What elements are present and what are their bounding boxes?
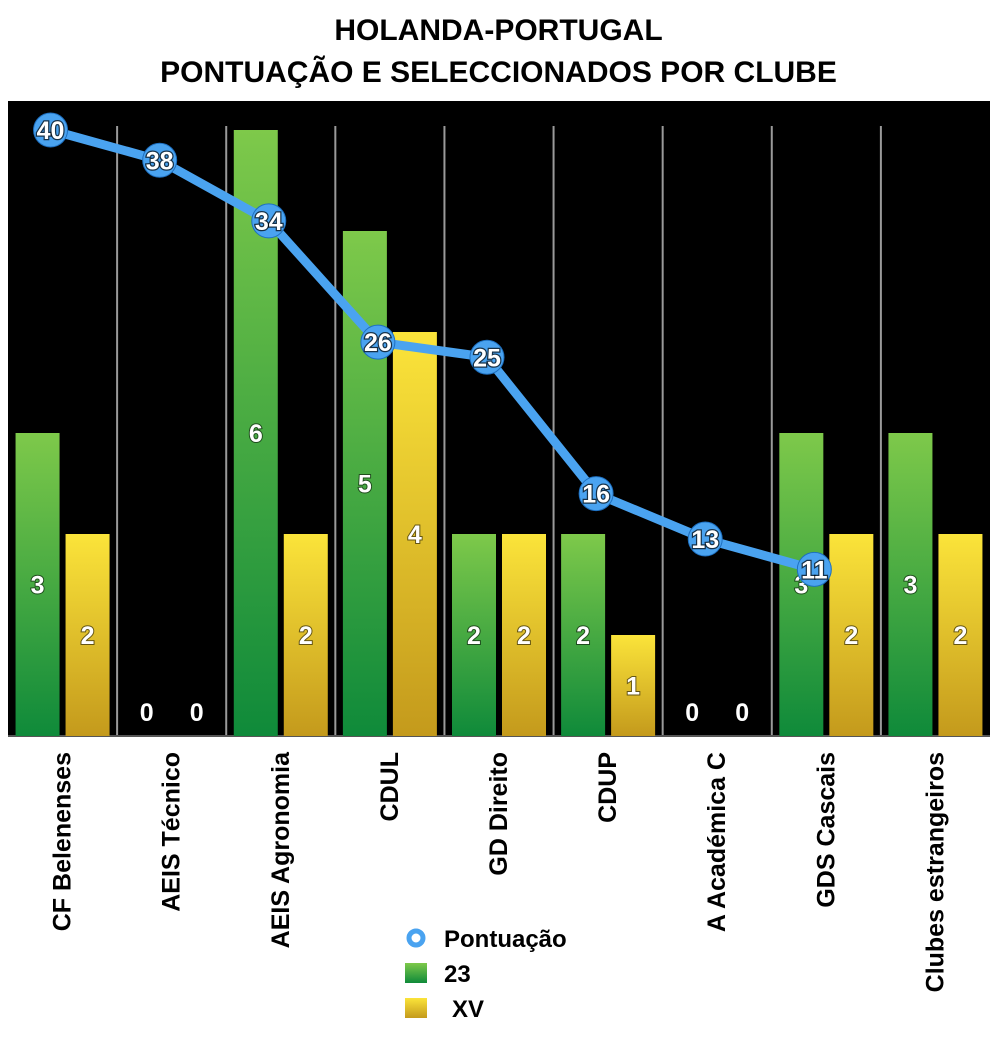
bar-23 (561, 534, 606, 736)
bar-value-label: 6 (249, 420, 263, 448)
bar-xv (283, 534, 328, 736)
legend-label: 23 (444, 961, 471, 988)
bar-xv (829, 534, 874, 736)
pontuacao-value-label: 11 (801, 556, 828, 584)
bar-value-label: 3 (903, 572, 917, 600)
pontuacao-point (33, 112, 69, 148)
bar-value-label: 5 (358, 471, 372, 499)
pontuacao-point (142, 142, 178, 178)
bar-xv (502, 534, 546, 736)
bar-value-label: 2 (467, 622, 481, 650)
pontuacao-value-label: 16 (582, 481, 610, 509)
bar-value-label: 4 (408, 521, 422, 549)
pontuacao-line (46, 125, 819, 574)
plot-background (8, 101, 990, 736)
pontuacao-value-label: 40 (37, 117, 65, 145)
bar-value-label: 3 (31, 572, 45, 600)
pontuacao-point (360, 324, 396, 360)
bar-xv (938, 534, 983, 736)
pontuacao-point (251, 203, 287, 239)
bar-value-label: 2 (517, 622, 531, 650)
legend-swatch-23 (405, 963, 427, 983)
bar-xv (392, 332, 437, 736)
bar-value-label: 2 (953, 622, 967, 650)
chart-title-line-1: HOLANDA-PORTUGAL (334, 14, 663, 47)
pontuacao-point (796, 551, 832, 587)
pontuacao-point (469, 339, 505, 375)
bar-value-label: 0 (140, 699, 154, 727)
pontuacao-value-label: 25 (473, 344, 501, 372)
bar-23 (888, 433, 933, 736)
bar-xv (611, 635, 656, 736)
bar-xv (65, 534, 110, 736)
chart-title-line-2: PONTUAÇÃO E SELECCIONADOS POR CLUBE (160, 56, 837, 89)
bar-23 (15, 433, 60, 736)
bar-value-label: 2 (81, 622, 95, 650)
x-tick-label: A Académica C (703, 752, 731, 932)
bar-value-label: 0 (685, 699, 699, 727)
bar-value-label: 0 (190, 699, 204, 727)
pontuacao-point (578, 476, 614, 512)
bar-value-label: 2 (576, 622, 590, 650)
x-tick-label: CDUP (594, 752, 622, 823)
x-tick-label: CF Belenenses (49, 752, 77, 931)
bar-value-label: 0 (735, 699, 749, 727)
pontuacao-value-label: 34 (255, 208, 283, 236)
pontuacao-value-label: 38 (146, 147, 174, 175)
pontuacao-value-label: 13 (691, 526, 719, 554)
legend-label: Pontuação (444, 926, 567, 953)
legend-label: XV (452, 996, 484, 1023)
x-tick-label: CDUL (376, 752, 404, 821)
legend-marker-pontuacao (406, 928, 426, 948)
legend-swatch-xv (405, 998, 427, 1018)
bar-value-label: 2 (299, 622, 313, 650)
x-tick-label: Clubes estrangeiros (921, 752, 949, 992)
x-tick-label: GD Direito (485, 752, 513, 876)
pontuacao-point (687, 521, 723, 557)
bar-value-label: 1 (626, 673, 640, 701)
x-tick-label: AEIS Técnico (158, 752, 186, 912)
x-tick-label: AEIS Agronomia (267, 751, 295, 948)
bar-23 (452, 534, 496, 736)
bar-value-label: 2 (844, 622, 858, 650)
x-tick-label: GDS Cascais (812, 752, 840, 908)
pontuacao-value-label: 26 (364, 329, 392, 357)
